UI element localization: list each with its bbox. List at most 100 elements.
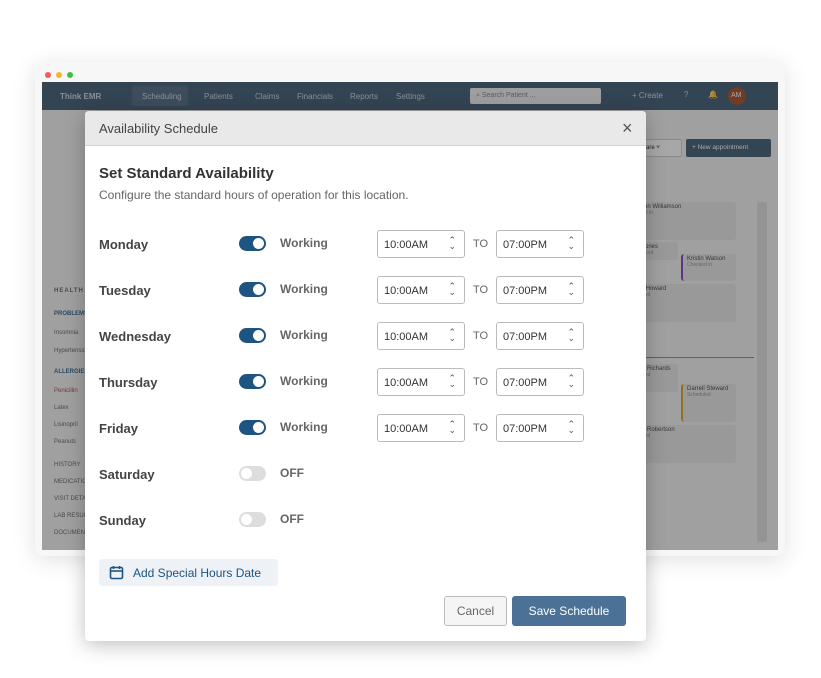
chevron-updown-icon: ⌃ ⌄ xyxy=(448,373,456,389)
section-history[interactable]: HISTORY xyxy=(54,462,81,468)
bell-icon[interactable]: 🔔 xyxy=(708,90,718,99)
appointment-card[interactable]: Darrell Steward Scheduled xyxy=(681,384,736,422)
end-time-select[interactable]: 07:00PM ⌃ ⌄ xyxy=(496,230,584,258)
day-status: Working xyxy=(280,282,328,296)
calendar-icon xyxy=(109,566,124,580)
day-status: Working xyxy=(280,374,328,388)
chevron-updown-icon: ⌃ ⌄ xyxy=(448,419,456,435)
chevron-updown-icon: ⌃ ⌄ xyxy=(567,235,575,251)
maximize-dot-icon[interactable] xyxy=(67,72,73,78)
chevron-updown-icon: ⌃ ⌄ xyxy=(567,327,575,343)
day-toggle[interactable] xyxy=(239,512,266,527)
day-status: Working xyxy=(280,236,328,250)
day-row-tuesday: Tuesday Working 10:00AM ⌃ ⌄ TO 07:00PM ⌃ ⌄ xyxy=(85,275,646,305)
section-medications[interactable]: MEDICATIONS xyxy=(54,479,96,485)
cancel-button[interactable]: Cancel xyxy=(444,596,507,626)
chevron-updown-icon: ⌃ ⌄ xyxy=(448,327,456,343)
modal-header xyxy=(85,111,646,146)
appointment-card[interactable]: r Howard ned xyxy=(638,284,736,322)
day-toggle[interactable] xyxy=(239,236,266,251)
modal-title: Availability Schedule xyxy=(99,121,218,136)
chevron-updown-icon: ⌃ ⌄ xyxy=(567,281,575,297)
day-toggle[interactable] xyxy=(239,420,266,435)
to-label: TO xyxy=(473,284,489,296)
day-status: Working xyxy=(280,420,328,434)
day-row-monday: Monday Working 10:00AM ⌃ ⌄ TO 07:00PM ⌃ ⌄ xyxy=(85,229,646,259)
day-status: Working xyxy=(280,328,328,342)
start-time-select[interactable]: 10:00AM ⌃ ⌄ xyxy=(377,368,465,396)
to-label: TO xyxy=(473,330,489,342)
scrollbar[interactable] xyxy=(757,202,767,542)
nav-settings[interactable]: Settings xyxy=(396,92,425,101)
day-row-thursday: Thursday Working 10:00AM ⌃ ⌄ TO 07:00PM ⌃ ⌄ xyxy=(85,367,646,397)
create-button[interactable]: + Create xyxy=(632,91,663,100)
nav-claims[interactable]: Claims xyxy=(255,92,280,101)
patient-sidebar: HEALTH PROBLEMS Insomnia Hypertension AL… xyxy=(54,288,96,536)
start-time-select[interactable]: 10:00AM ⌃ ⌄ xyxy=(377,322,465,350)
day-status: OFF xyxy=(280,512,304,526)
availability-modal: Availability Schedule × Set Standard Ava… xyxy=(85,111,646,641)
start-time-select[interactable]: 10:00AM ⌃ ⌄ xyxy=(377,230,465,258)
section-lab-results[interactable]: LAB RESULTS xyxy=(54,513,95,519)
nav-scheduling[interactable]: Scheduling xyxy=(142,92,182,101)
end-time-select[interactable]: 07:00PM ⌃ ⌄ xyxy=(496,368,584,396)
to-label: TO xyxy=(473,422,489,434)
start-time-select[interactable]: 10:00AM ⌃ ⌄ xyxy=(377,276,465,304)
day-label: Sunday xyxy=(99,513,146,528)
chevron-updown-icon: ⌃ ⌄ xyxy=(448,235,456,251)
section-subtitle: Configure the standard hours of operatio… xyxy=(99,188,409,202)
appointment-card[interactable]: e Robertson ned xyxy=(638,425,736,463)
day-toggle[interactable] xyxy=(239,374,266,389)
allergy-item[interactable]: Latex xyxy=(54,405,69,411)
allergy-item[interactable]: Lisinopril xyxy=(54,422,78,428)
search-input[interactable]: ⌕ Search Patient ... xyxy=(470,88,601,104)
nav-reports[interactable]: Reports xyxy=(350,92,379,101)
day-row-friday: Friday Working 10:00AM ⌃ ⌄ TO 07:00PM ⌃ ⌄ xyxy=(85,413,646,443)
day-row-sunday: Sunday OFF xyxy=(85,505,646,535)
close-icon[interactable]: × xyxy=(622,118,633,138)
close-dot-icon[interactable] xyxy=(45,72,51,78)
end-time-select[interactable]: 07:00PM ⌃ ⌄ xyxy=(496,276,584,304)
day-label: Saturday xyxy=(99,467,155,482)
appointment-card[interactable]: Kristin Watson Checked in xyxy=(681,254,736,281)
appointment-card[interactable]: ron Williamson ed in xyxy=(638,202,736,240)
day-label: Wednesday xyxy=(99,329,172,344)
minimize-dot-icon[interactable] xyxy=(56,72,62,78)
end-time-select[interactable]: 07:00PM ⌃ ⌄ xyxy=(496,322,584,350)
help-icon[interactable]: ? xyxy=(684,90,689,99)
allergy-item[interactable]: Peanuts xyxy=(54,439,77,445)
start-time-select[interactable]: 10:00AM ⌃ ⌄ xyxy=(377,414,465,442)
day-label: Tuesday xyxy=(99,283,151,298)
day-row-wednesday: Wednesday Working 10:00AM ⌃ ⌄ TO 07:00PM ⌃ ⌄ xyxy=(85,321,646,351)
to-label: TO xyxy=(473,238,489,250)
nav-active-bg xyxy=(132,86,188,106)
chevron-updown-icon: ⌃ ⌄ xyxy=(567,419,575,435)
chevron-updown-icon: ⌃ ⌄ xyxy=(448,281,456,297)
save-schedule-button[interactable]: Save Schedule xyxy=(512,596,626,626)
day-label: Thursday xyxy=(99,375,158,390)
day-row-saturday: Saturday OFF xyxy=(85,459,646,489)
chevron-updown-icon: ⌃ ⌄ xyxy=(567,373,575,389)
appointment-card[interactable]: Jones d out xyxy=(638,242,678,260)
day-toggle[interactable] xyxy=(239,328,266,343)
section-visit-details[interactable]: VISIT DETAILS xyxy=(54,496,96,502)
brand: Think EMR xyxy=(60,92,102,101)
nav-patients[interactable]: Patients xyxy=(204,92,233,101)
section-documents[interactable]: DOCUMENTS xyxy=(54,530,93,536)
section-heading: Set Standard Availability xyxy=(99,165,274,182)
problem-item[interactable]: Insomnia xyxy=(54,330,79,336)
allergy-item[interactable]: Penicillin xyxy=(54,388,78,394)
current-time-line xyxy=(638,357,754,358)
add-special-hours-button[interactable]: Add Special Hours Date xyxy=(99,559,278,586)
end-time-select[interactable]: 07:00PM ⌃ ⌄ xyxy=(496,414,584,442)
day-label: Friday xyxy=(99,421,139,436)
problem-item[interactable]: Hypertension xyxy=(54,348,90,354)
top-nav: Think EMR Scheduling Patients Claims Fin… xyxy=(42,82,778,110)
new-appointment-button[interactable]: + New appointment xyxy=(686,139,771,157)
to-label: TO xyxy=(473,376,489,388)
day-toggle[interactable] xyxy=(239,282,266,297)
day-toggle[interactable] xyxy=(239,466,266,481)
day-status: OFF xyxy=(280,466,304,480)
nav-financials[interactable]: Financials xyxy=(297,92,334,101)
avatar[interactable]: AM xyxy=(728,87,746,105)
